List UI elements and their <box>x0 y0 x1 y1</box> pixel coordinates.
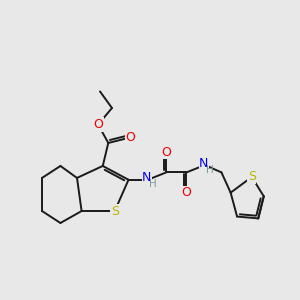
Text: H: H <box>206 165 214 175</box>
Text: O: O <box>182 186 191 199</box>
Text: O: O <box>161 146 171 159</box>
Text: H: H <box>149 179 157 189</box>
Text: S: S <box>248 170 256 184</box>
Text: S: S <box>111 205 119 218</box>
Text: N: N <box>142 171 152 184</box>
Text: O: O <box>93 118 103 131</box>
Text: O: O <box>125 131 135 144</box>
Text: N: N <box>199 157 208 169</box>
